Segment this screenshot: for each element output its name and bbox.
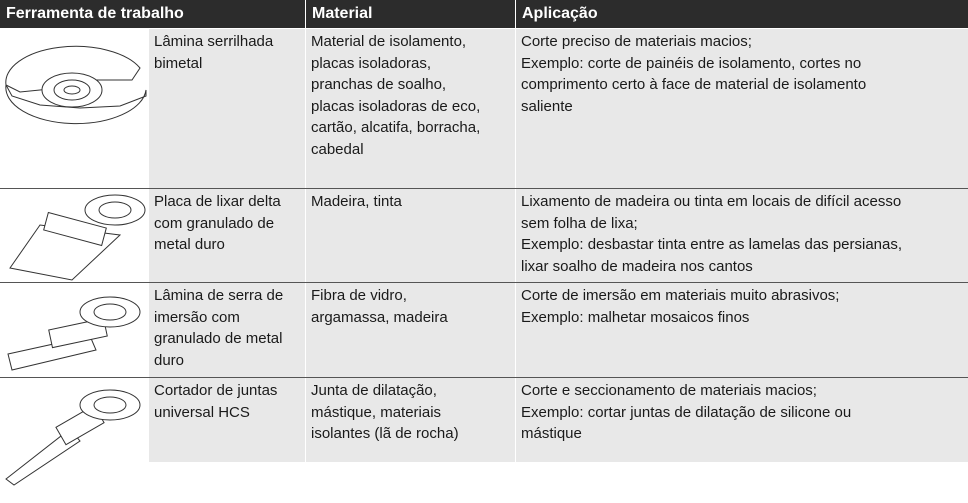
cell-line: Exemplo: malhetar mosaicos finos [521, 308, 750, 326]
table-cell: Fibra de vidro, argamassa, madeira [306, 283, 515, 377]
cell-line: argamassa, madeira [311, 308, 448, 326]
row-separator [0, 377, 968, 378]
blade-icon [5, 45, 147, 125]
cell-line: universal HCS [154, 403, 250, 421]
cell-line: Corte de imersão em materiais muito abra… [521, 287, 840, 304]
cell-line: lixar soalho de madeira nos cantos [521, 257, 753, 275]
cell-line: placas isoladoras, [311, 54, 432, 72]
table-cell: Lâmina de serra de imersão com granulado d… [149, 283, 305, 377]
table-cell: Corte preciso de materiais macios; Exempl… [516, 29, 968, 188]
cell-line: cabedal [311, 140, 364, 158]
cell-line: Cortador de juntas [154, 382, 278, 399]
table-cell: Placa de lixar delta com granulado de meta… [149, 189, 305, 282]
cell-line: Lâmina serrilhada [154, 33, 274, 50]
joint-cutter-icon [5, 389, 141, 486]
cell-line: imersão com [154, 308, 240, 326]
cell-line: Lixamento de madeira ou tinta em locais … [521, 193, 902, 210]
header-cell: Ferramenta de trabalho [0, 0, 305, 28]
cell-line: com granulado de [154, 214, 275, 232]
plunge-icon [7, 296, 141, 371]
cell-line: Placa de lixar delta [154, 193, 281, 210]
cell-line: Corte preciso de materiais macios; [521, 33, 752, 50]
cell-line: Junta de dilatação, [311, 382, 437, 399]
sanding-icon [9, 194, 146, 281]
cell-line: placas isoladoras de eco, [311, 97, 481, 115]
cell-line: mástique [521, 425, 582, 442]
table-cell: Junta de dilatação, mástique, materiais is… [306, 378, 515, 462]
header-cell: Aplicação [516, 0, 968, 28]
table-cell: Cortador de juntas universal HCS [149, 378, 305, 462]
table-cell: Material de isolamento, placas isoladoras… [306, 29, 515, 188]
cell-line: Lâmina de serra de [154, 287, 284, 304]
row-separator [0, 188, 968, 189]
cell-line: Corte e seccionamento de materiais macio… [521, 382, 817, 399]
table-cell: Corte e seccionamento de materiais macio… [516, 378, 968, 462]
cell-line: metal duro [154, 236, 225, 253]
table-cell: Madeira, tinta [306, 189, 515, 282]
cell-line: Madeira, tinta [311, 193, 402, 210]
cell-line: Material de isolamento, [311, 33, 467, 50]
row-separator [0, 282, 968, 283]
header-cell: Material [306, 0, 515, 28]
cell-line: saliente [521, 97, 573, 115]
cell-line: Exemplo: desbastar tinta entre as lamela… [521, 236, 903, 253]
cell-line: Exemplo: corte de painéis de isolamento,… [521, 54, 862, 72]
cell-line: isolantes (lã de rocha) [311, 425, 459, 442]
cell-line: Exemplo: cortar juntas de dilatação de s… [521, 403, 852, 421]
cell-line: mástique, materiais [311, 403, 442, 421]
cell-line: bimetal [154, 54, 203, 72]
cell-line: Fibra de vidro, [311, 287, 407, 304]
cell-line: comprimento certo à face de material de … [521, 76, 867, 93]
cell-line: sem folha de lixa; [521, 214, 638, 232]
table-cell: Lixamento de madeira ou tinta em locais … [516, 189, 968, 282]
table-cell: Lâmina serrilhada bimetal [149, 29, 305, 188]
cell-line: cartão, alcatifa, borracha, [311, 119, 481, 136]
table-cell: Corte de imersão em materiais muito abra… [516, 283, 968, 377]
cell-line: duro [154, 351, 185, 369]
cell-line: pranchas de soalho, [311, 76, 447, 93]
cell-line: granulado de metal [154, 330, 283, 347]
